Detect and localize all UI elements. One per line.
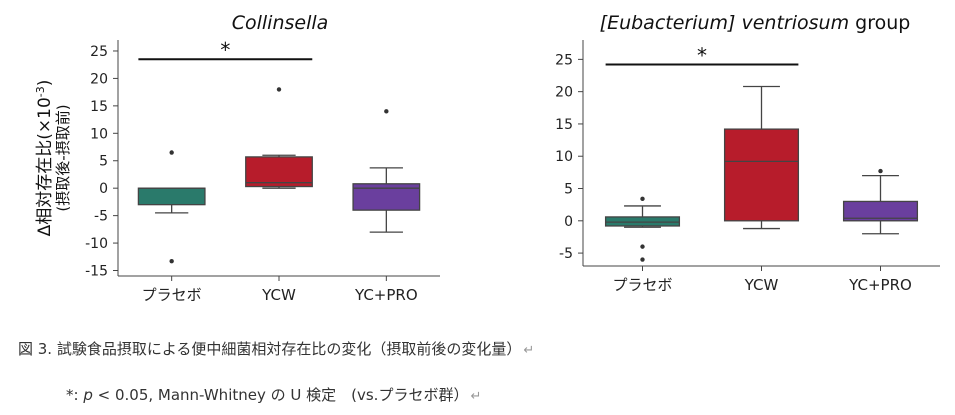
x-tick-label: プラセボ [612,276,672,294]
outlier-point [169,258,174,264]
y-tick-label: -5 [559,246,573,262]
y-tick-label: 0 [99,181,108,197]
y-tick-label: 5 [564,182,573,198]
y-tick-label: -15 [85,264,108,280]
figure-charts: Collinsella -15 -10 -5 0 5 10 15 20 25 プラセボ YCW YC+P… [34,12,940,304]
box-2 [245,156,313,188]
footnote-rest: < 0.05, Mann-Whitney の U 検定 (vs.プラセボ群） [92,386,469,404]
return-mark-icon: ↵ [523,343,535,358]
x-tick-label: YC+PRO [848,276,912,294]
box-1 [137,187,206,206]
chart-title: Collinsella [232,12,329,34]
outlier-point [640,257,645,262]
y-tick-label: 25 [555,52,573,68]
caption-text: 図 3. 試験食品摂取による便中細菌相対存在比の変化（摂取前後の変化量） [18,340,522,358]
outlier-point [276,87,282,92]
y-tick-label: -5 [94,209,108,225]
box-2 [723,128,800,222]
footnote-star: *: [66,386,84,404]
footnote-p: p [83,386,93,404]
y-axis-label: Δ相対存在比(×10-3) [34,80,55,237]
outlier-point [878,168,883,174]
x-tick-label: YC+PRO [354,286,418,304]
y-tick-label: 15 [90,99,108,115]
y-tick-label: 10 [90,126,108,142]
figure-footnote: *: p < 0.05, Mann-Whitney の U 検定 (vs.プラセ… [66,384,481,405]
significance-star: * [697,44,707,68]
figure-caption: 図 3. 試験食品摂取による便中細菌相対存在比の変化（摂取前後の変化量） ↵ [18,338,534,359]
box-3 [842,200,919,222]
x-tick-label: プラセボ [142,286,202,304]
outlier-point [169,150,174,155]
y-tick-label: 25 [90,44,108,60]
significance-star: * [220,38,230,62]
return-mark-icon: ↵ [470,389,482,404]
y-tick-label: 15 [555,117,573,133]
chart-title: [Eubacterium] ventriosum group [600,12,911,34]
x-tick-label: YCW [261,286,296,304]
y-tick-label: -10 [85,236,108,252]
y-tick-label: 5 [99,154,108,170]
outlier-point [640,196,645,202]
y-tick-label: 0 [564,214,573,230]
y-axis-sublabel: (摂取後-摂取前) [54,104,72,211]
y-tick-label: 20 [90,71,108,87]
outlier-point [384,109,389,114]
outlier-point [640,244,645,249]
y-tick-label: 20 [555,85,573,101]
y-tick-label: 10 [555,149,573,165]
x-tick-label: YCW [744,276,779,294]
